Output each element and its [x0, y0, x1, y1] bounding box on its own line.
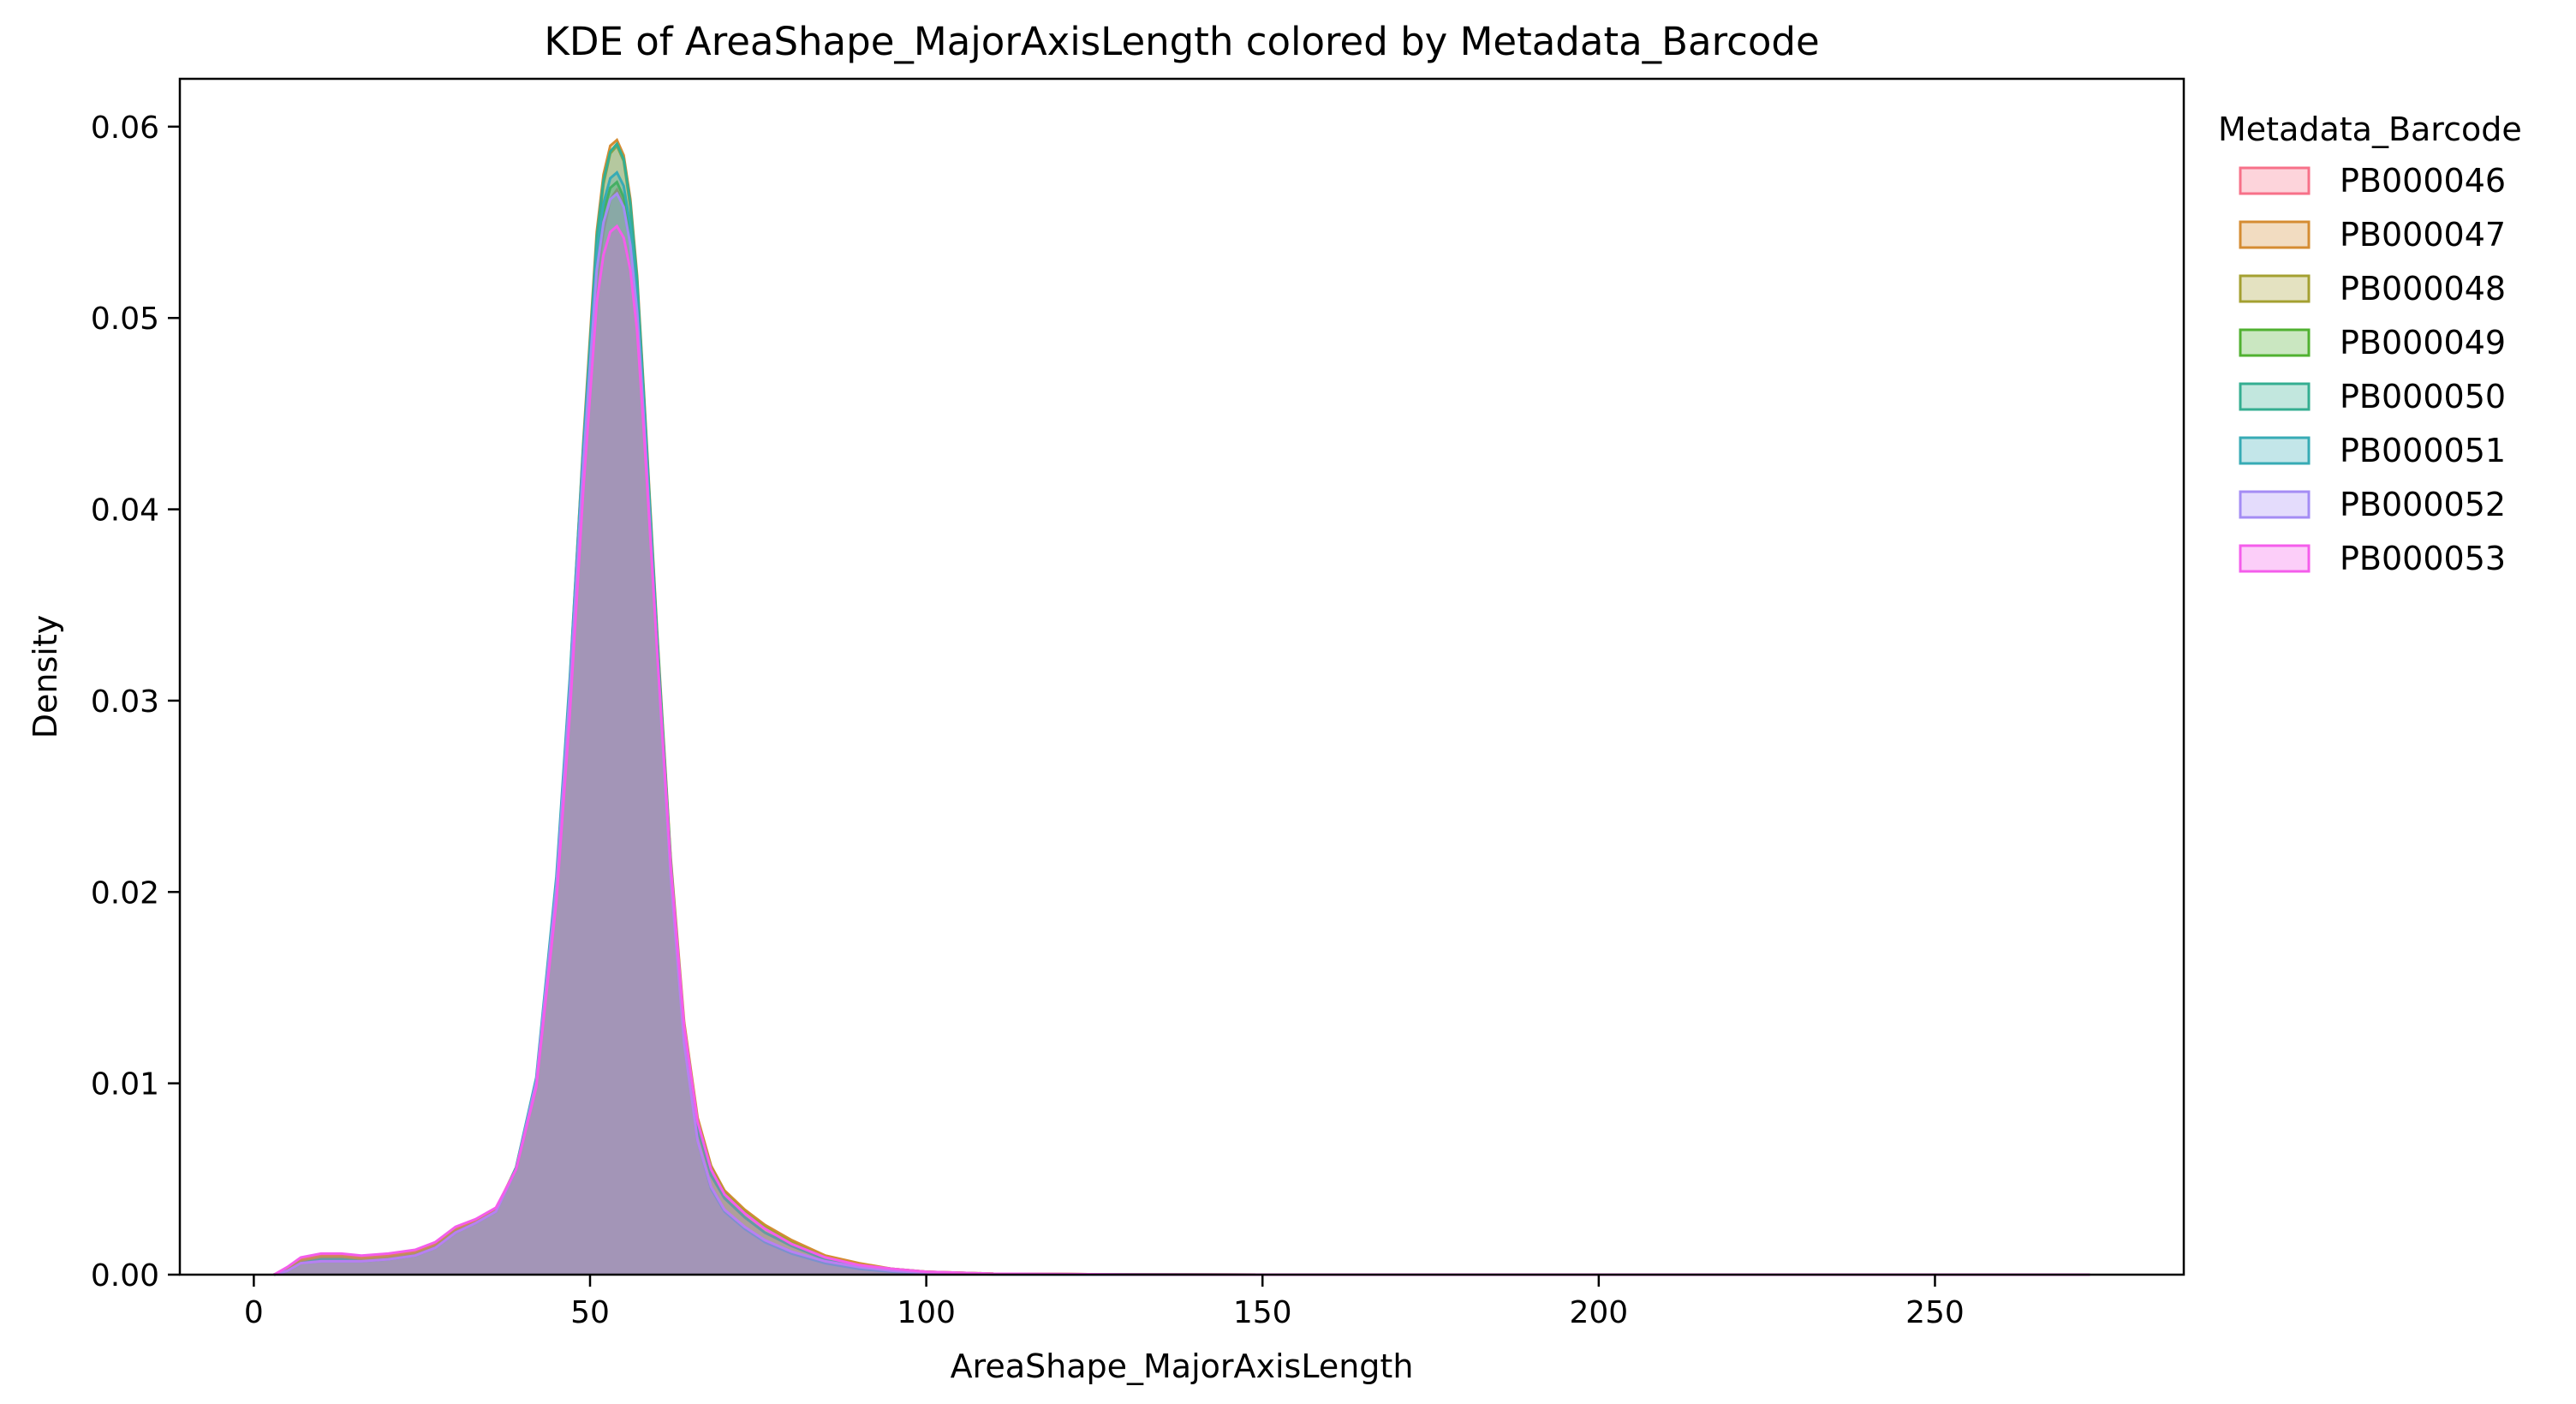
series-area-PB000052: [273, 194, 2090, 1275]
legend-swatch: [2239, 436, 2311, 465]
x-tick-label: 50: [570, 1295, 610, 1330]
series-layer: [273, 138, 2090, 1276]
plot-frame: [178, 77, 2185, 1276]
x-tick-label: 0: [244, 1295, 264, 1330]
series-area-PB000053: [273, 226, 2090, 1275]
legend-swatch: [2239, 166, 2311, 195]
x-tick-label: 200: [1569, 1295, 1628, 1330]
legend: Metadata_Barcode PB000046PB000047PB00004…: [2218, 111, 2522, 577]
x-tick-label: 250: [1905, 1295, 1965, 1330]
y-tick-label: 0.02: [91, 875, 159, 911]
legend-swatch: [2239, 328, 2311, 357]
legend-label: PB000049: [2340, 324, 2506, 361]
y-tick-label: 0.04: [91, 493, 159, 529]
chart-title: KDE of AreaShape_MajorAxisLength colored…: [544, 19, 1819, 64]
legend-label: PB000047: [2340, 216, 2506, 254]
legend-label: PB000052: [2340, 486, 2506, 523]
legend-swatch: [2239, 220, 2311, 249]
legend-swatch: [2239, 382, 2311, 411]
y-tick-label: 0.01: [91, 1067, 159, 1102]
x-axis-label: AreaShape_MajorAxisLength: [951, 1347, 1414, 1385]
y-axis-label: Density: [27, 615, 64, 738]
legend-label: PB000046: [2340, 162, 2506, 200]
legend-title: Metadata_Barcode: [2218, 111, 2522, 148]
legend-swatch: [2239, 544, 2311, 573]
y-tick-label: 0.06: [91, 111, 159, 146]
legend-label: PB000050: [2340, 378, 2506, 415]
series-area-PB000049: [273, 182, 2090, 1276]
y-tick-label: 0.03: [91, 684, 159, 720]
series-area-PB000051: [273, 172, 2090, 1275]
series-area-PB000050: [273, 143, 2090, 1275]
y-tick-label: 0.00: [91, 1258, 159, 1293]
legend-label: PB000051: [2340, 432, 2506, 469]
y-tick-label: 0.05: [91, 302, 159, 337]
series-area-PB000048: [273, 146, 2090, 1276]
legend-swatch: [2239, 274, 2311, 303]
legend-swatch: [2239, 490, 2311, 519]
y-axis-ticks: 0.00 0.01 0.02 0.03 0.04 0.05 0.06: [91, 111, 180, 1293]
series-area-PB000046: [273, 189, 2090, 1275]
legend-items: PB000046 PB000047 PB000048 PB000049 PB000050…: [2239, 162, 2506, 577]
series-area-PB000047: [273, 140, 2090, 1275]
x-tick-label: 100: [897, 1295, 956, 1330]
legend-label: PB000048: [2340, 270, 2506, 308]
series-line-PB000053: [273, 224, 2090, 1276]
x-tick-label: 150: [1233, 1295, 1292, 1330]
x-axis-ticks: 0 50 100 150 200 250: [244, 1275, 1965, 1330]
legend-label: PB000053: [2340, 540, 2506, 577]
